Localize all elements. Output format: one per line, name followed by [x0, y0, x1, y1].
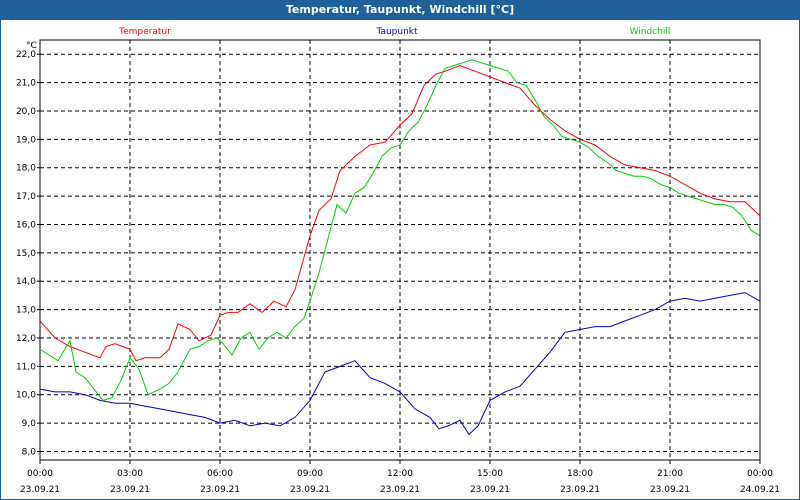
x-tick-time: 00:00 — [747, 469, 773, 479]
legend: Temperatur Taupunkt Windchill — [118, 27, 670, 37]
x-tick-date: 23.09.21 — [290, 485, 330, 495]
y-tick-label: 17,0 — [16, 192, 36, 202]
x-tick-time: 09:00 — [297, 469, 323, 479]
x-tick-date: 24.09.21 — [740, 485, 780, 495]
y-tick-label: 22,0 — [16, 50, 36, 60]
y-tick-label: 11,0 — [16, 362, 36, 372]
legend-entry-taupunkt: Taupunkt — [375, 27, 418, 37]
x-tick-date: 23.09.21 — [200, 485, 240, 495]
grid — [40, 40, 760, 460]
y-tick-label: 19,0 — [16, 135, 36, 145]
legend-entry-windchill: Windchill — [630, 27, 671, 37]
x-tick-time: 18:00 — [567, 469, 593, 479]
y-tick-label: 12,0 — [16, 334, 36, 344]
y-tick-label: 14,0 — [16, 277, 36, 287]
x-tick-date: 23.09.21 — [470, 485, 510, 495]
x-tick-time: 06:00 — [207, 469, 233, 479]
y-tick-label: 9,0 — [22, 419, 37, 429]
y-tick-label: 13,0 — [16, 306, 36, 316]
x-tick-time: 21:00 — [657, 469, 683, 479]
y-tick-label: 18,0 — [16, 164, 36, 174]
y-tick-label: 8,0 — [22, 447, 37, 457]
series-lines — [39, 59, 761, 436]
legend-entry-temperatur: Temperatur — [118, 27, 171, 37]
y-tick-label: 16,0 — [16, 220, 36, 230]
series-line-taupunkt — [39, 292, 761, 436]
series-line-temperatur — [39, 64, 761, 362]
x-tick-date: 23.09.21 — [20, 485, 60, 495]
y-axis-unit: °C — [26, 41, 37, 51]
y-tick-label: 15,0 — [16, 249, 36, 259]
window-title: Temperatur, Taupunkt, Windchill [°C] — [0, 0, 800, 20]
y-tick-label: 21,0 — [16, 79, 36, 89]
x-tick-date: 23.09.21 — [110, 485, 150, 495]
x-tick-time: 00:00 — [27, 469, 53, 479]
x-tick-date: 23.09.21 — [560, 485, 600, 495]
x-tick-time: 12:00 — [387, 469, 413, 479]
x-tick-date: 23.09.21 — [650, 485, 690, 495]
y-axis-ticks: 8,0 9,0 10,0 11,0 12,0 13,0 14,0 15,0 16,0 17,0 18… — [16, 50, 40, 457]
y-tick-label: 10,0 — [16, 391, 36, 401]
series-line-windchill — [39, 59, 761, 401]
x-tick-date: 23.09.21 — [380, 485, 420, 495]
x-tick-time: 03:00 — [117, 469, 143, 479]
x-axis-ticks: 00:00 23.09.21 03:00 23.09.21 06:00 23.09.21 0… — [20, 460, 780, 495]
x-tick-time: 15:00 — [477, 469, 503, 479]
y-tick-label: 20,0 — [16, 107, 36, 117]
